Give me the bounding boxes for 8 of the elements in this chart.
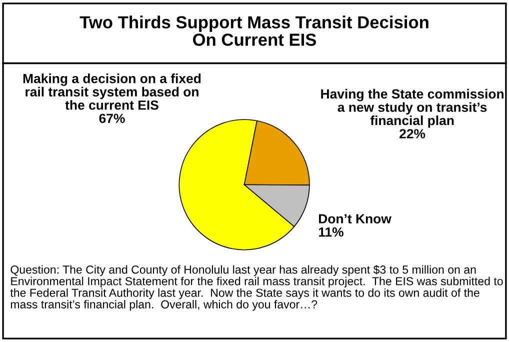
slice-label: Making a decision on a fixed rail transit system based on the current EIS [23,74,201,110]
chart-title: Two Thirds Support Mass Transit Decision On Current EIS [80,16,428,46]
slice-label: Having the State commission a new study on transit’s financial plan [321,88,504,128]
data-label: 22% [400,129,426,138]
text: Question: The City and County of Honolulu last year has already spent $3 to 5 million on an Environmental Impact Statement for the fixed rail mass transit project. The EIS was submitted to the Federal Transit Authority last year. Now the State says it wants to do its own audit of the mass transit’s financial plan. Overall, which do you favor…? [10,265,503,311]
data-label: 11% [318,227,344,237]
slice-label: Don’t Know [319,214,392,224]
data-label: 67% [99,114,125,124]
